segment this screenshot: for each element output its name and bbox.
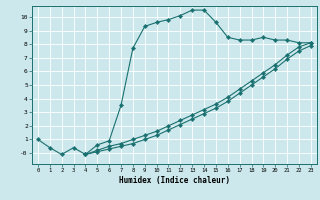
- X-axis label: Humidex (Indice chaleur): Humidex (Indice chaleur): [119, 176, 230, 185]
